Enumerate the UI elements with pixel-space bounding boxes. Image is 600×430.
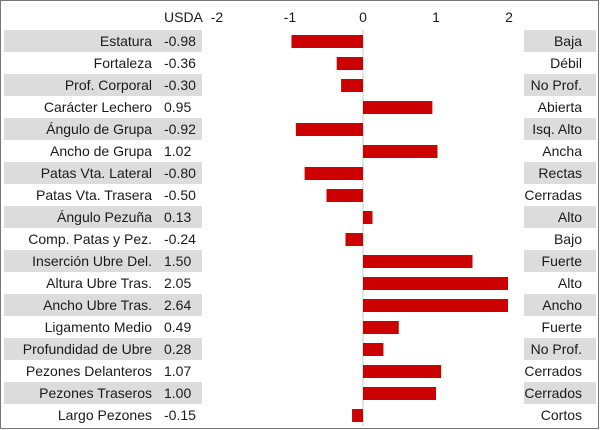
trait-extreme-label: Fuerte xyxy=(542,253,583,269)
row-labels: Estatura -0.98 Baja Fortaleza -0.36 Débil Prof… xyxy=(23,33,582,423)
trait-extreme-label: Fuerte xyxy=(542,319,583,335)
bar-11 xyxy=(363,255,473,268)
bar-13 xyxy=(363,299,508,312)
trait-extreme-label: Ancha xyxy=(542,143,582,159)
trait-label: Fortaleza xyxy=(94,55,153,71)
trait-value: -0.98 xyxy=(164,33,196,49)
bar-6 xyxy=(363,145,438,158)
x-tick-label: -2 xyxy=(211,9,224,25)
bar-4 xyxy=(363,101,433,114)
trait-extreme-label: Bajo xyxy=(554,231,582,247)
trait-label: Ancho Ubre Tras. xyxy=(43,297,152,313)
x-tick-labels: -2 -1 0 1 2 xyxy=(211,9,513,25)
trait-label: Ligamento Medio xyxy=(45,319,153,335)
trait-label: Pezones Delanteros xyxy=(26,363,152,379)
bar-3 xyxy=(341,79,363,92)
trait-label: Estatura xyxy=(100,33,152,49)
x-tick-label: -1 xyxy=(284,9,297,25)
trait-label: Prof. Corporal xyxy=(65,77,152,93)
trait-label: Carácter Lechero xyxy=(44,99,152,115)
trait-extreme-label: Cortos xyxy=(541,407,582,423)
trait-label: Patas Vta. Trasera xyxy=(36,187,152,203)
bar-17 xyxy=(363,387,436,400)
trait-label: Inserción Ubre Del. xyxy=(32,253,152,269)
bar-12 xyxy=(363,277,508,290)
trait-label: Largo Pezones xyxy=(58,407,152,423)
trait-extreme-label: Isq. Alto xyxy=(532,121,582,137)
bar-15 xyxy=(363,343,384,356)
bar-9 xyxy=(363,211,373,224)
x-tick-label: 0 xyxy=(359,9,367,25)
x-tick-label: 1 xyxy=(432,9,440,25)
trait-value: 0.13 xyxy=(164,209,191,225)
bar-18 xyxy=(352,409,363,422)
trait-value: 1.50 xyxy=(164,253,191,269)
trait-extreme-label: Ancho xyxy=(542,297,582,313)
trait-label: Ángulo Pezuña xyxy=(57,209,152,225)
trait-value: -0.92 xyxy=(164,121,196,137)
trait-label: Altura Ubre Tras. xyxy=(46,275,152,291)
trait-value: -0.80 xyxy=(164,165,196,181)
trait-value: -0.50 xyxy=(164,187,196,203)
trait-value: 0.95 xyxy=(164,99,191,115)
bars-group xyxy=(291,35,508,422)
trait-extreme-label: Débil xyxy=(550,55,582,71)
trait-value: 1.00 xyxy=(164,385,191,401)
bar-7 xyxy=(304,167,363,180)
trait-label: Pezones Traseros xyxy=(39,385,152,401)
trait-extreme-label: Alto xyxy=(558,275,582,291)
trait-label: Ancho de Grupa xyxy=(50,143,152,159)
bar-2 xyxy=(336,57,363,70)
trait-value: -0.24 xyxy=(164,231,196,247)
trait-label: Patas Vta. Lateral xyxy=(41,165,152,181)
trait-extreme-label: Rectas xyxy=(538,165,582,181)
value-column-header: USDA xyxy=(164,9,204,25)
bar-10 xyxy=(345,233,363,246)
bar-14 xyxy=(363,321,399,334)
trait-value: 1.02 xyxy=(164,143,191,159)
bar-16 xyxy=(363,365,442,378)
x-tick-label: 2 xyxy=(505,9,513,25)
chart-header: USDA -2 -1 0 1 2 xyxy=(164,9,513,25)
trait-value: -0.30 xyxy=(164,77,196,93)
trait-label: Ángulo de Grupa xyxy=(46,121,152,137)
trait-extreme-label: Cerradas xyxy=(524,187,582,203)
trait-extreme-label: Abierta xyxy=(538,99,583,115)
trait-value: 1.07 xyxy=(164,363,191,379)
trait-value: 0.28 xyxy=(164,341,191,357)
trait-extreme-label: Baja xyxy=(554,33,582,49)
bar-5 xyxy=(295,123,363,136)
trait-label: Profundidad de Ubre xyxy=(23,341,152,357)
trait-value: -0.15 xyxy=(164,407,196,423)
bar-8 xyxy=(326,189,363,202)
trait-value: -0.36 xyxy=(164,55,196,71)
trait-label: Comp. Patas y Pez. xyxy=(28,231,152,247)
trait-extreme-label: No Prof. xyxy=(531,341,582,357)
trait-extreme-label: Cerrados xyxy=(524,363,582,379)
trait-extreme-label: Cerrados xyxy=(524,385,582,401)
trait-value: 2.64 xyxy=(164,297,191,313)
trait-extreme-label: Alto xyxy=(558,209,582,225)
trait-extreme-label: No Prof. xyxy=(531,77,582,93)
bar-1 xyxy=(291,35,363,48)
trait-value: 0.49 xyxy=(164,319,191,335)
trait-value: 2.05 xyxy=(164,275,191,291)
